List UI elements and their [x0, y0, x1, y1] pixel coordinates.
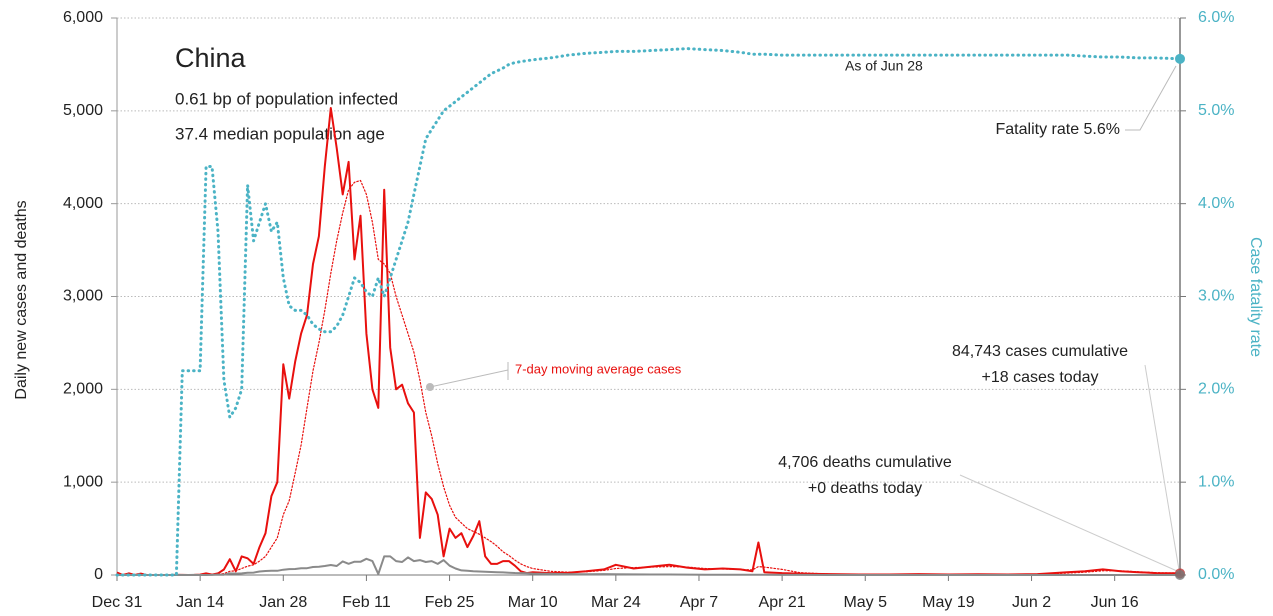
leader-line	[1125, 65, 1177, 131]
y-tick-label: 6,000	[63, 9, 103, 26]
y-tick-label: 0	[94, 566, 103, 583]
y-tick-label: 2,000	[63, 381, 103, 398]
x-tick-label: Mar 10	[508, 594, 558, 611]
annotation: 84,743 cases cumulative	[952, 343, 1128, 360]
annotation: +18 cases today	[982, 369, 1099, 386]
y-tick-label: 4,000	[63, 195, 103, 212]
subtitle: 0.61 bp of population infected	[175, 89, 398, 108]
series-line	[116, 107, 1181, 576]
x-tick-label: Feb 25	[425, 594, 475, 611]
series-line	[117, 555, 1180, 576]
x-tick-label: Dec 31	[92, 594, 143, 611]
y2-tick-label: 1.0%	[1198, 473, 1234, 490]
subtitle: 37.4 median population age	[175, 124, 385, 143]
x-tick-label: Jun 2	[1012, 594, 1051, 611]
annotation: 4,706 deaths cumulative	[778, 454, 952, 471]
annotation: 7-day moving average cases	[515, 361, 682, 376]
series-line	[115, 47, 1182, 577]
leader-line	[429, 369, 509, 388]
annotation: As of Jun 28	[845, 58, 923, 74]
x-tick-label: Apr 7	[680, 594, 718, 611]
chart-title: China	[175, 43, 247, 73]
end-dot	[1175, 570, 1185, 580]
y2-tick-label: 6.0%	[1198, 9, 1234, 26]
y2-axis-title: Case fatality rate	[1247, 237, 1264, 357]
y-tick-label: 3,000	[63, 288, 103, 305]
x-tick-label: Feb 11	[342, 594, 391, 611]
y-tick-label: 5,000	[63, 102, 103, 119]
y2-tick-label: 5.0%	[1198, 102, 1234, 119]
y2-tick-label: 3.0%	[1198, 288, 1234, 305]
leader-line	[1144, 364, 1180, 571]
x-tick-label: Apr 21	[759, 594, 806, 611]
y-axis-title: Daily new cases and deaths	[13, 200, 30, 399]
x-tick-label: Jan 28	[259, 594, 307, 611]
x-tick-label: May 5	[843, 594, 887, 611]
y2-tick-label: 0.0%	[1198, 566, 1234, 583]
x-tick-label: May 19	[922, 594, 975, 611]
y-tick-label: 1,000	[63, 473, 103, 490]
annotation: Fatality rate 5.6%	[996, 121, 1121, 138]
y2-tick-label: 4.0%	[1198, 195, 1234, 212]
y2-tick-label: 2.0%	[1198, 381, 1234, 398]
x-tick-label: Jan 14	[176, 594, 224, 611]
annotation: +0 deaths today	[808, 480, 922, 497]
leader-dot	[426, 383, 434, 391]
x-tick-label: Mar 24	[591, 594, 641, 611]
x-tick-label: Jun 16	[1091, 594, 1139, 611]
end-dot	[1175, 53, 1185, 64]
leader-line	[959, 474, 1178, 572]
